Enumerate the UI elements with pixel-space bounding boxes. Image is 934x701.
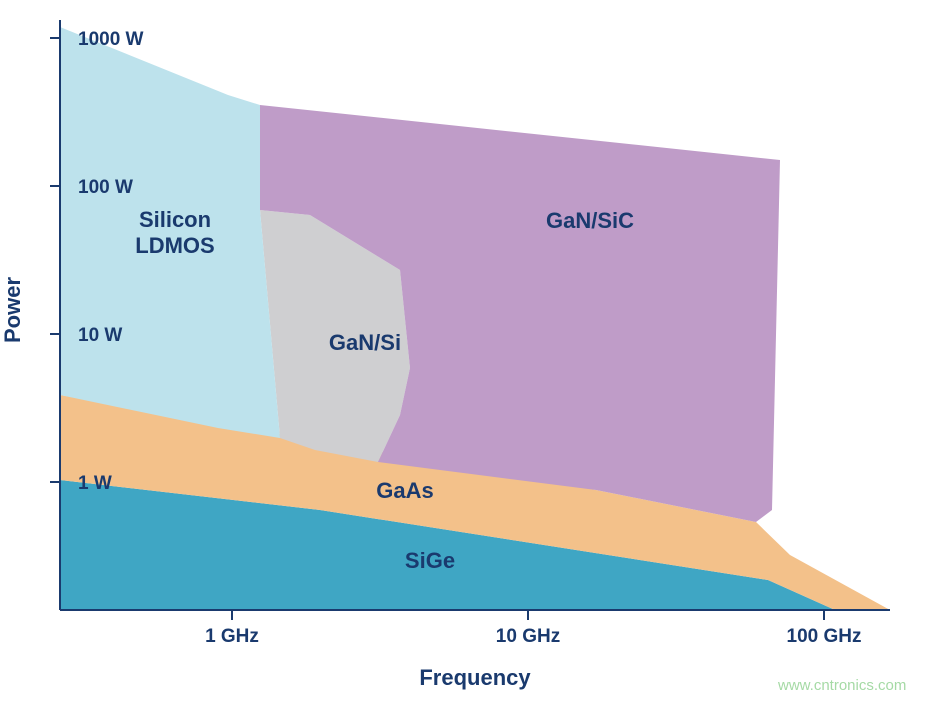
x-axis-label: Frequency: [419, 665, 531, 690]
x-tick-label: 100 GHz: [787, 626, 862, 647]
watermark: www.cntronics.com: [777, 677, 906, 694]
region-label-Silicon_LDMOS-1: LDMOS: [135, 233, 214, 258]
chart-svg: SiGe GaAs GaN/Si GaN/SiC SiliconLDMOS 1 GHz 10…: [0, 0, 934, 701]
region-label-GaN_SiC: GaN/SiC: [546, 208, 634, 233]
y-tick-label: 1000 W: [78, 29, 144, 50]
y-axis-label: Power: [0, 277, 25, 343]
x-tick-label: 10 GHz: [496, 626, 560, 647]
region-label-Silicon_LDMOS-0: Silicon: [139, 207, 211, 232]
region-label-GaN_Si: GaN/Si: [329, 330, 401, 355]
region-label-GaAs: GaAs: [376, 478, 433, 503]
y-tick-label: 1 W: [78, 473, 112, 494]
region-label-SiGe: SiGe: [405, 548, 455, 573]
y-tick-label: 100 W: [78, 177, 133, 198]
y-tick-label: 10 W: [78, 325, 122, 346]
power-vs-frequency-chart: SiGe GaAs GaN/Si GaN/SiC SiliconLDMOS 1 GHz 10…: [0, 0, 934, 701]
x-tick-label: 1 GHz: [205, 626, 259, 647]
